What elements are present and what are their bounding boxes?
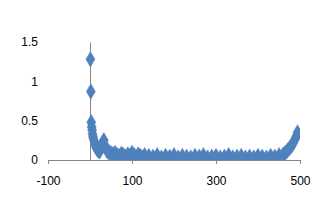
- x-tick-label: 300: [206, 174, 226, 188]
- x-tick: 500: [290, 160, 310, 188]
- x-tick: -100: [36, 160, 60, 188]
- x-tick-mark: [300, 160, 301, 164]
- y-tick: 1: [31, 75, 90, 89]
- points: [86, 52, 300, 160]
- y-axis: 0 0.5 1 1.5: [21, 35, 90, 167]
- y-tick: 0: [31, 153, 90, 167]
- x-tick-mark: [132, 160, 133, 164]
- x-tick-label: 500: [290, 174, 310, 188]
- point: [293, 125, 300, 141]
- y-tick-label: 1: [31, 75, 38, 89]
- point: [86, 52, 95, 68]
- y-tick-label: 0.5: [21, 114, 38, 128]
- point: [86, 84, 95, 100]
- x-axis: -100 100 300 500: [36, 160, 310, 188]
- x-tick-label: 100: [122, 174, 142, 188]
- y-tick: 0.5: [21, 114, 90, 128]
- y-tick: 1.5: [21, 35, 90, 49]
- x-axis-line: [49, 161, 301, 165]
- y-tick-label: 0: [31, 153, 38, 167]
- x-tick-mark: [48, 160, 49, 164]
- y-tick-label: 1.5: [21, 35, 38, 49]
- x-tick: 300: [206, 160, 226, 188]
- x-tick: 100: [122, 160, 142, 188]
- x-tick-label: -100: [36, 174, 60, 188]
- x-tick-mark: [216, 160, 217, 164]
- chart: -100 100 300 500 0 0.5 1 1.5: [0, 0, 319, 213]
